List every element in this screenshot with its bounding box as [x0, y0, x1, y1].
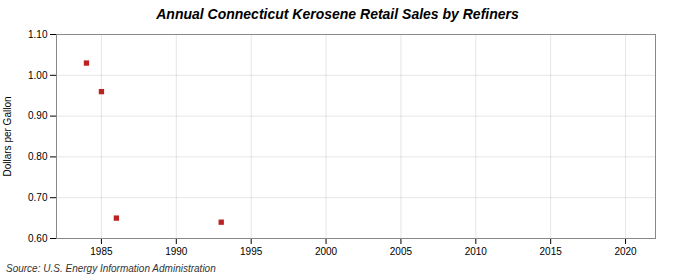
svg-text:2010: 2010 [465, 246, 488, 257]
svg-text:2015: 2015 [540, 246, 563, 257]
svg-text:1990: 1990 [165, 246, 188, 257]
svg-text:1.10: 1.10 [28, 29, 48, 40]
svg-text:2005: 2005 [390, 246, 413, 257]
svg-text:Dollars per Gallon: Dollars per Gallon [2, 96, 13, 176]
svg-text:1995: 1995 [240, 246, 263, 257]
svg-text:0.90: 0.90 [28, 110, 48, 121]
svg-text:2000: 2000 [315, 246, 338, 257]
svg-text:0.80: 0.80 [28, 151, 48, 162]
html-text:Source: U.S. Energy Informatio: Source: U.S. Energy Information Administ… [6, 263, 216, 274]
svg-text:1.00: 1.00 [28, 70, 48, 81]
svg-text:0.70: 0.70 [28, 192, 48, 203]
svg-text:2020: 2020 [614, 246, 637, 257]
html-text:Annual Connecticut Kerosene Re: Annual Connecticut Kerosene Retail Sales… [156, 6, 519, 22]
svg-text:0.60: 0.60 [28, 233, 48, 244]
svg-text:1985: 1985 [90, 246, 113, 257]
